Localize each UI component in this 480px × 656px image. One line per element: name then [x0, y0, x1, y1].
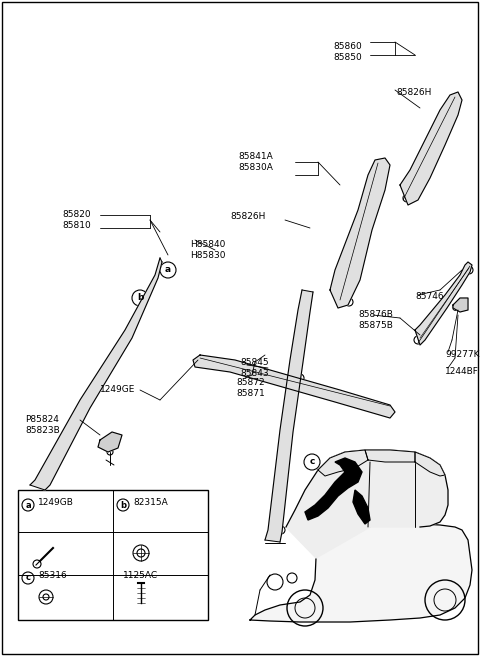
Text: 85826H: 85826H	[396, 88, 432, 97]
Text: 85845
85843: 85845 85843	[240, 358, 269, 378]
Polygon shape	[305, 458, 362, 520]
Text: 85860
85850: 85860 85850	[333, 42, 362, 62]
Text: b: b	[137, 293, 143, 302]
Text: a: a	[165, 266, 171, 274]
Text: 85872
85871: 85872 85871	[236, 378, 265, 398]
Polygon shape	[415, 452, 445, 476]
Bar	[18, 490, 208, 620]
Text: 85826H: 85826H	[230, 212, 265, 221]
Text: b: b	[120, 501, 126, 510]
Polygon shape	[98, 432, 122, 452]
Text: c: c	[309, 457, 315, 466]
Text: 1244BF: 1244BF	[445, 367, 479, 376]
Text: P85824
85823B: P85824 85823B	[25, 415, 60, 435]
Text: 85316: 85316	[38, 571, 67, 580]
Text: 1125AC: 1125AC	[123, 571, 158, 580]
Polygon shape	[400, 92, 462, 205]
Polygon shape	[453, 298, 468, 312]
Polygon shape	[353, 490, 370, 524]
Polygon shape	[250, 524, 472, 622]
Text: c: c	[25, 573, 31, 583]
Text: 82315A: 82315A	[133, 498, 168, 507]
Polygon shape	[265, 290, 313, 542]
Polygon shape	[30, 258, 162, 490]
Text: H85840
H85830: H85840 H85830	[190, 240, 226, 260]
Text: 85841A
85830A: 85841A 85830A	[238, 152, 273, 172]
Polygon shape	[415, 262, 472, 345]
Text: 99277K: 99277K	[445, 350, 480, 359]
Polygon shape	[193, 355, 395, 418]
Text: 85820
85810: 85820 85810	[62, 210, 91, 230]
Text: 85876B
85875B: 85876B 85875B	[358, 310, 393, 330]
Text: 1249GB: 1249GB	[38, 498, 74, 507]
Text: a: a	[25, 501, 31, 510]
Text: 1249GE: 1249GE	[100, 385, 135, 394]
Polygon shape	[365, 450, 415, 462]
Text: 85746: 85746	[415, 292, 444, 301]
Polygon shape	[330, 158, 390, 308]
Polygon shape	[286, 450, 448, 558]
Polygon shape	[318, 450, 368, 476]
